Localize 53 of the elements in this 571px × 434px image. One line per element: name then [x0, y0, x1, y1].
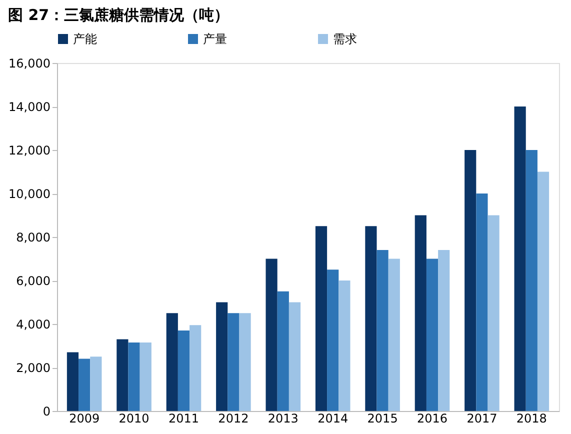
bar	[338, 280, 350, 411]
bar	[514, 106, 526, 411]
bar	[166, 313, 178, 411]
y-tick-label: 10,000	[8, 187, 50, 201]
x-tick-label: 2010	[118, 412, 150, 426]
y-tick-label: 16,000	[8, 56, 50, 70]
y-tick-label: 12,000	[8, 144, 50, 158]
bar	[78, 358, 90, 411]
bar	[216, 302, 228, 411]
y-tick-label: 0	[42, 404, 50, 418]
y-tick-label: 4,000	[16, 318, 50, 332]
bar	[438, 250, 450, 411]
x-tick-label: 2018	[516, 412, 547, 426]
chart-title: 图 27：三氯蔗糖供需情况（吨）	[8, 6, 230, 24]
bar	[266, 258, 278, 411]
bar	[288, 302, 301, 411]
bar	[376, 250, 388, 411]
x-tick-label: 2013	[268, 412, 298, 426]
bar	[90, 356, 102, 411]
x-tick-label: 2011	[168, 412, 200, 426]
bar	[178, 330, 190, 411]
legend-label: 需求	[333, 32, 357, 46]
x-tick-label: 2009	[69, 412, 100, 426]
x-tick-label: 2014	[318, 412, 348, 426]
x-tick-label: 2015	[367, 412, 398, 426]
bar	[476, 194, 488, 411]
y-tick-label: 6,000	[16, 274, 50, 288]
bar	[66, 352, 79, 411]
bar	[239, 313, 251, 411]
bar	[327, 270, 339, 411]
bar	[426, 258, 438, 411]
bar	[228, 313, 240, 411]
x-tick-label: 2016	[416, 412, 448, 426]
x-tick-label: 2017	[466, 412, 498, 426]
bar	[128, 342, 140, 411]
legend-label: 产量	[203, 32, 227, 46]
y-tick-label: 2,000	[16, 361, 50, 375]
bar	[277, 291, 289, 411]
bar	[526, 150, 538, 411]
bar	[190, 325, 202, 411]
bar	[388, 258, 400, 411]
legend-label: 产能	[73, 32, 97, 46]
x-tick-label: 2012	[218, 412, 249, 426]
y-tick-label: 8,000	[16, 230, 50, 244]
bar	[464, 150, 476, 411]
bar	[140, 342, 152, 411]
y-tick-label: 14,000	[8, 100, 50, 114]
bar	[315, 226, 328, 411]
bar	[365, 226, 377, 411]
bar	[537, 172, 550, 411]
bar	[414, 215, 426, 411]
bar	[488, 215, 500, 411]
bar	[116, 339, 128, 411]
